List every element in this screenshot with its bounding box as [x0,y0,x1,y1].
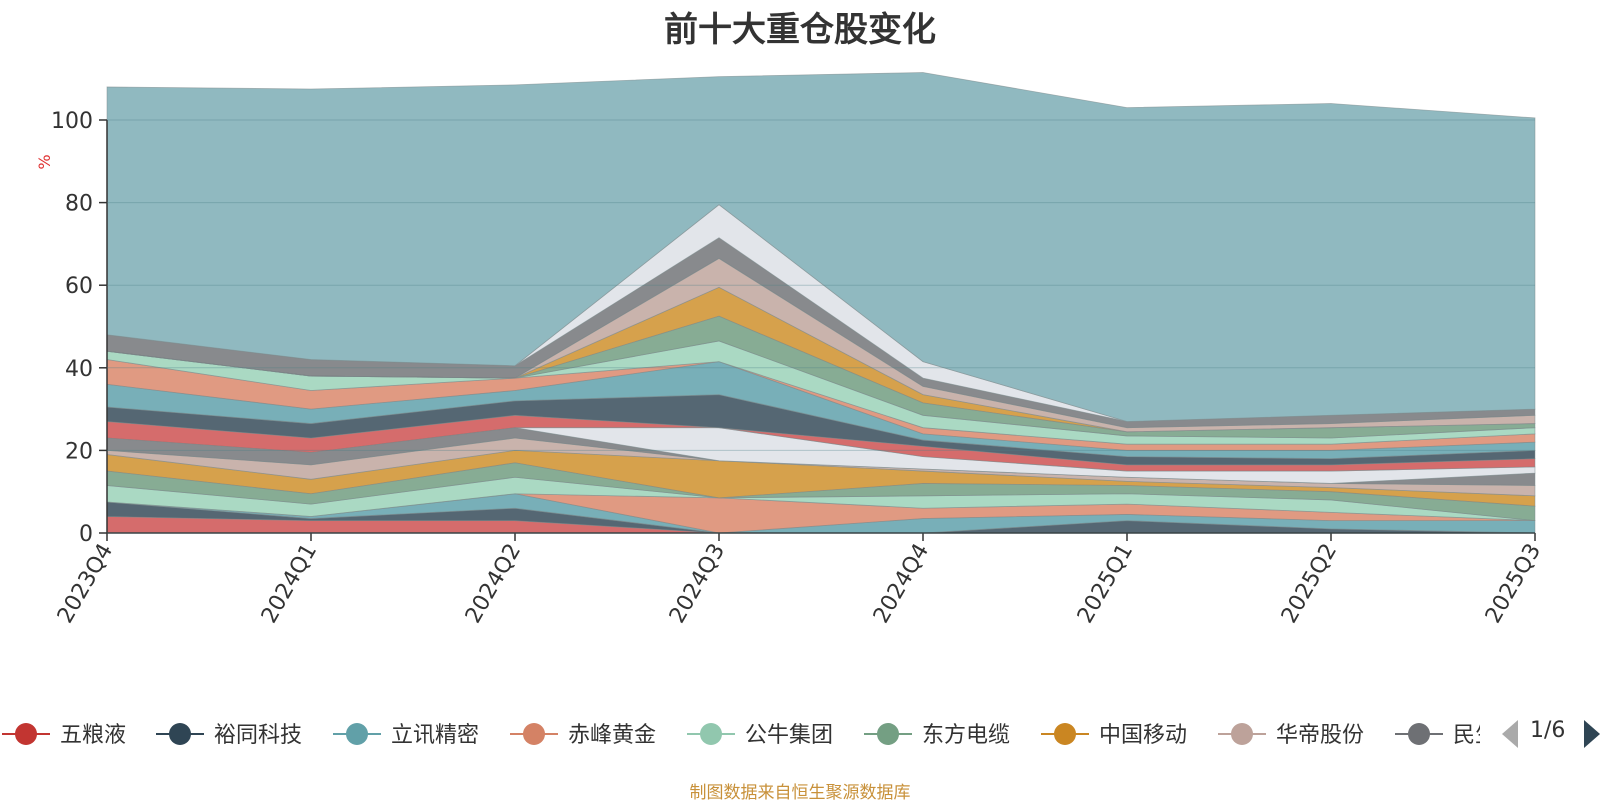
legend-label: 裕同科技 [214,723,302,748]
legend-item-8[interactable]: 华帝股份 [1218,723,1364,748]
y-tick-label: 40 [65,357,93,382]
x-tick-label: 2025Q3 [1481,540,1546,628]
legend-marker [877,723,899,745]
x-tick-label: 2024Q4 [869,540,934,628]
source-note: 制图数据来自恒生聚源数据库 [689,783,911,803]
legend-item-5[interactable]: 公牛集团 [687,723,833,748]
area-layer [106,72,1536,534]
legend-items: 五粮液 裕同科技 立讯精密 赤峰黄金 公牛集团 东方电缆 中国移动 华帝股份 民生 [2,723,1497,748]
x-tick-label: 2025Q2 [1277,540,1342,628]
legend-item-1[interactable]: 五粮液 [2,723,126,748]
x-tick-label: 2025Q1 [1073,540,1138,628]
legend-layer: 五粮液 裕同科技 立讯精密 赤峰黄金 公牛集团 东方电缆 中国移动 华帝股份 民生 [2,720,1600,748]
legend-item-9[interactable]: 民生 [1395,723,1497,748]
legend-label: 赤峰黄金 [568,723,656,748]
legend-next-icon[interactable] [1584,720,1600,748]
legend-label: 公牛集团 [745,723,833,748]
y-tick-label: 100 [51,109,93,134]
x-tick-label: 2024Q3 [665,540,730,628]
legend-marker [169,723,191,745]
legend-item-2[interactable]: 裕同科技 [156,723,302,748]
legend-item-6[interactable]: 东方电缆 [864,723,1010,748]
legend-label: 民生 [1453,723,1497,748]
legend-marker [346,723,368,745]
y-tick-label: 60 [65,274,93,299]
legend-label: 华帝股份 [1276,723,1364,748]
legend-marker [1054,723,1076,745]
legend-marker [1408,723,1430,745]
legend-item-4[interactable]: 赤峰黄金 [510,723,656,748]
legend-marker [15,723,37,745]
legend-page-indicator: 1/6 [1530,718,1566,743]
legend-label: 五粮液 [60,723,126,748]
legend-label: 立讯精密 [391,723,479,748]
legend-marker [523,723,545,745]
x-tick-label: 2023Q4 [53,540,118,628]
y-tick-label: 80 [65,192,93,217]
legend-label: 中国移动 [1099,723,1187,748]
legend-item-3[interactable]: 立讯精密 [333,723,479,748]
legend-prev-icon[interactable] [1502,720,1518,748]
y-tick-label: 20 [65,439,93,464]
legend-marker [1231,723,1253,745]
legend-item-7[interactable]: 中国移动 [1041,723,1187,748]
x-tick-label: 2024Q1 [257,540,322,628]
legend-label: 东方电缆 [922,723,1010,748]
area-series-21 [106,72,1536,422]
y-axis-unit: % [35,154,54,169]
legend-marker [700,723,722,745]
grid-layer [107,119,1535,534]
chart-title: 前十大重仓股变化 [664,10,936,50]
y-tick-label: 0 [79,522,93,547]
x-tick-label: 2024Q2 [461,540,526,628]
